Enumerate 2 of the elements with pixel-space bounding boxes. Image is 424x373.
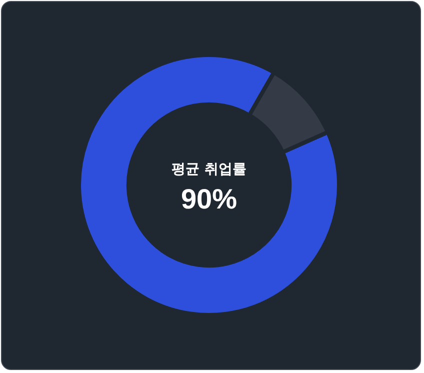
text: 평균 취업률 <box>172 162 246 178</box>
data-label: 90% <box>180 184 238 215</box>
